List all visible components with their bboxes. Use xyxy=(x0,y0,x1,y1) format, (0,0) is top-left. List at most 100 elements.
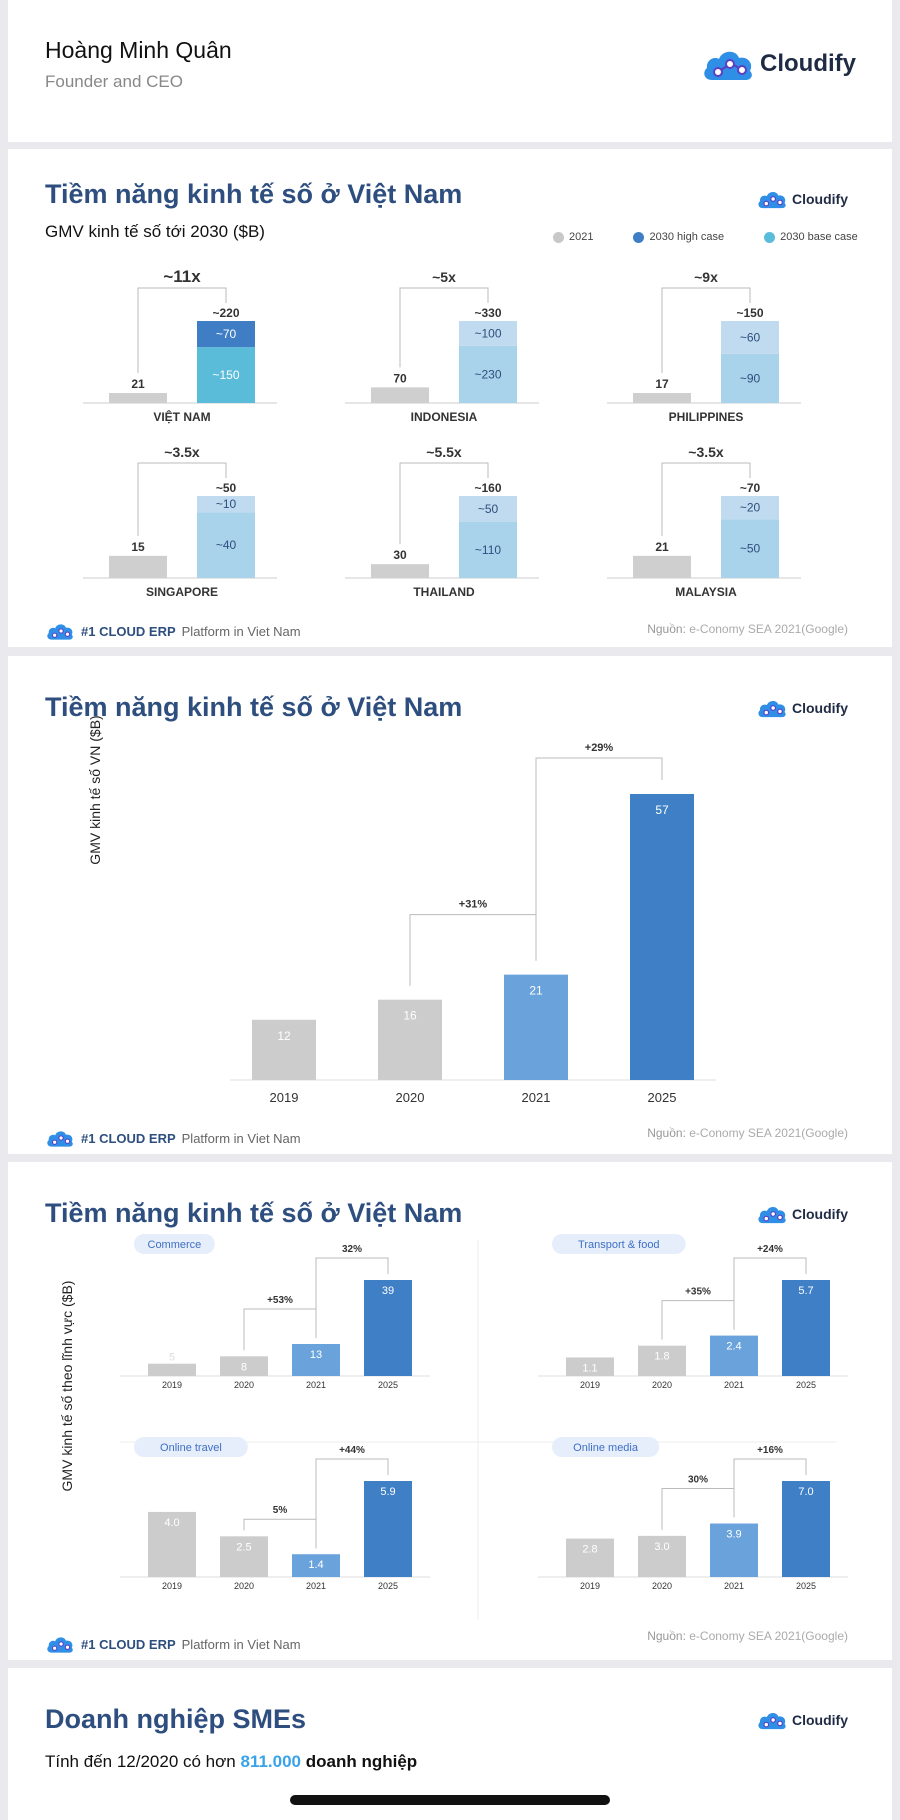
legend-swatch xyxy=(553,231,564,243)
brand-name: Cloudify xyxy=(792,191,848,207)
growth-label: +53% xyxy=(267,1295,293,1306)
bar xyxy=(292,1554,340,1577)
bar-value-label: 39 xyxy=(382,1285,394,1297)
bar xyxy=(378,999,442,1080)
growth-multiplier: ~11x xyxy=(163,267,201,286)
slide-gmv-2030: Tiềm năng kinh tế số ở Việt Nam GMV kinh… xyxy=(8,149,892,647)
sector-tag-label: Transport & food xyxy=(578,1239,660,1251)
growth-label: 30% xyxy=(688,1475,708,1486)
bar-value-label: 13 xyxy=(310,1349,322,1361)
source-note: Nguồn: e-Conomy SEA 2021(Google) xyxy=(647,622,848,636)
bar-high-label: ~70 xyxy=(216,327,237,341)
bar-value-label: 5.9 xyxy=(380,1486,395,1498)
bar-high-label: ~20 xyxy=(740,501,761,515)
brand-logo: Cloudify xyxy=(756,696,848,720)
legend-label: 2030 base case xyxy=(780,231,858,243)
gmv-vn-chart: 12 2019 16 2020 21 2021 57 2025 GMV kinh tế số V… xyxy=(87,715,716,1105)
source-note: Nguồn: e-Conomy SEA 2021(Google) xyxy=(647,1126,848,1140)
cloud-logo-icon xyxy=(758,1206,786,1224)
presenter-name: Hoàng Minh Quân xyxy=(45,37,232,63)
slide-smes: Doanh nghiệp SMEs Cloudify Tính đến 12/2… xyxy=(8,1668,892,1820)
category-label: 2021 xyxy=(306,1581,326,1591)
bar xyxy=(252,1019,316,1080)
bar xyxy=(710,1335,758,1376)
growth-multiplier: ~3.5x xyxy=(164,444,200,460)
bar-total-label: ~50 xyxy=(216,481,237,495)
bar-2030-high xyxy=(197,496,255,513)
bar-2021 xyxy=(109,393,167,403)
bar-value-label: 7.0 xyxy=(798,1486,813,1498)
bar-total-label: ~150 xyxy=(736,306,763,320)
bar-2030-base xyxy=(459,345,517,403)
bar-2021-label: 17 xyxy=(655,377,669,391)
bar-value-label: 1.1 xyxy=(582,1362,597,1374)
category-label: 2020 xyxy=(652,1581,672,1591)
bar-base-label: ~90 xyxy=(740,371,761,385)
bar-base-label: ~230 xyxy=(474,367,501,381)
growth-multiplier: ~5.5x xyxy=(426,444,462,460)
bar-2030-high xyxy=(197,321,255,348)
bar xyxy=(566,1538,614,1577)
bar-value-label: 5 xyxy=(169,1352,175,1364)
category-label: THAILAND xyxy=(413,585,475,599)
source-value: e-Conomy SEA 2021(Google) xyxy=(689,1629,848,1643)
footer-rest: Platform in Viet Nam xyxy=(181,1130,301,1146)
bar-total-label: ~220 xyxy=(212,306,239,320)
category-label: 2021 xyxy=(522,1090,551,1105)
category-label: MALAYSIA xyxy=(675,585,737,599)
category-label: INDONESIA xyxy=(411,410,478,424)
growth-bracket xyxy=(661,287,751,373)
growth-bracket xyxy=(733,1257,807,1330)
bar-2030-high xyxy=(721,321,779,354)
bar-value-label: 3.9 xyxy=(726,1529,741,1541)
slide-subtitle: GMV kinh tế số tới 2030 ($B) xyxy=(45,222,265,241)
brand-logo: Cloudify xyxy=(756,1202,848,1226)
bar xyxy=(504,974,568,1080)
category-label: 2025 xyxy=(796,1581,816,1591)
bar-value-label: 12 xyxy=(277,1029,291,1043)
bar-value-label: 8 xyxy=(241,1361,247,1373)
presenter-role: Founder and CEO xyxy=(45,72,183,91)
bar-value-label: 1.8 xyxy=(654,1351,669,1363)
profile-header: Hoàng Minh Quân Founder and CEO Cloudify xyxy=(8,0,892,142)
growth-multiplier: ~5x xyxy=(432,269,456,285)
bar-total-label: ~160 xyxy=(474,481,501,495)
category-label: 2021 xyxy=(724,1380,744,1390)
growth-bracket xyxy=(535,757,663,961)
growth-label: +24% xyxy=(757,1244,783,1255)
bar-2030-high xyxy=(459,496,517,522)
sector-tag-label: Online travel xyxy=(160,1442,222,1454)
category-label: 2019 xyxy=(580,1581,600,1591)
bar-total-label: ~330 xyxy=(474,306,501,320)
bar-2030-base xyxy=(459,521,517,578)
slide-footer: #1 CLOUD ERP Platform in Viet Nam xyxy=(45,1633,301,1655)
source-label: Nguồn: xyxy=(647,1629,690,1643)
growth-bracket xyxy=(137,287,227,373)
home-indicator[interactable] xyxy=(290,1795,610,1805)
bar-total-label: ~70 xyxy=(740,481,761,495)
bar-2021-label: 15 xyxy=(131,540,145,554)
growth-bracket xyxy=(399,287,489,368)
bar xyxy=(148,1511,196,1577)
sme-text-before: Tính đến 12/2020 có hơn xyxy=(45,1752,236,1771)
bar-value-label: 21 xyxy=(529,984,543,998)
bar-2030-base xyxy=(197,512,255,578)
bar xyxy=(292,1344,340,1376)
sector-tag xyxy=(134,1234,215,1254)
sme-statement: Tính đến 12/2020 có hơn 811.000 doanh ng… xyxy=(45,1752,417,1772)
category-label: 2019 xyxy=(162,1380,182,1390)
gmv-sectors-chart: GMV kinh tế số theo lĩnh vực ($B) Commerc… xyxy=(59,1234,848,1620)
bar xyxy=(220,1356,268,1376)
bar-2030-high xyxy=(459,321,517,346)
growth-multiplier: ~9x xyxy=(694,269,718,285)
brand-logo: Cloudify xyxy=(756,1708,848,1732)
category-label: 2020 xyxy=(396,1090,425,1105)
category-label: 2025 xyxy=(796,1380,816,1390)
bar-2021-label: 21 xyxy=(131,377,145,391)
growth-label: 5% xyxy=(273,1505,288,1516)
slide-title: Tiềm năng kinh tế số ở Việt Nam xyxy=(45,692,463,722)
legend-label: 2021 xyxy=(569,231,594,243)
cloud-logo-icon xyxy=(47,624,73,640)
footer-rest: Platform in Viet Nam xyxy=(181,623,301,639)
footer-strong: #1 CLOUD ERP xyxy=(81,1636,176,1652)
